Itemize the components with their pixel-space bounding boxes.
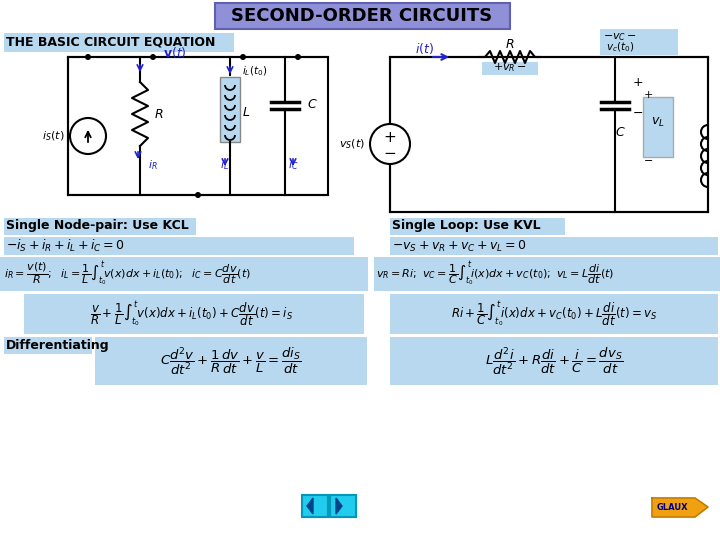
Text: $i_S(t)$: $i_S(t)$ [42,129,64,143]
Text: $v_S(t)$: $v_S(t)$ [339,137,365,151]
Bar [330,495,356,517]
Text: $\mathbf{v}$$(t)$: $\mathbf{v}$$(t)$ [163,45,187,60]
Text: $L\dfrac{d^2i}{dt^2}+R\dfrac{di}{dt}+\dfrac{i}{C}=\dfrac{dv_S}{dt}$: $L\dfrac{d^2i}{dt^2}+R\dfrac{di}{dt}+\df… [485,345,624,377]
Text: $C$: $C$ [615,125,626,138]
Text: $+$: $+$ [384,130,397,145]
Bar [215,3,510,29]
Circle shape [150,54,156,60]
Circle shape [370,124,410,164]
Bar [374,257,720,291]
Text: $C\dfrac{d^2v}{dt^2}+\dfrac{1}{R}\dfrac{dv}{dt}+\dfrac{v}{L}=\dfrac{di_S}{dt}$: $C\dfrac{d^2v}{dt^2}+\dfrac{1}{R}\dfrac{… [160,345,302,377]
Text: $v_R=Ri;\ v_C=\dfrac{1}{C}\int_{t_0}^{t}\!i(x)dx+v_C(t_0);\ v_L=L\dfrac{di}{dt}(: $v_R=Ri;\ v_C=\dfrac{1}{C}\int_{t_0}^{t}… [376,260,614,288]
Text: $-v_C-$: $-v_C-$ [603,31,637,43]
Text: $Ri+\dfrac{1}{C}\int_{t_0}^{t}\!i(x)dx+v_C(t_0)+L\dfrac{di}{dt}(t)=v_S$: $Ri+\dfrac{1}{C}\int_{t_0}^{t}\!i(x)dx+v… [451,299,657,328]
Circle shape [70,118,106,154]
Text: $+$: $+$ [643,90,653,100]
Text: $v_L$: $v_L$ [651,116,665,129]
Bar [482,62,538,75]
Polygon shape [336,498,342,514]
Text: $-v_S+v_R+v_C+v_L=0$: $-v_S+v_R+v_C+v_L=0$ [392,239,526,254]
Bar [390,237,718,255]
Bar [390,337,718,385]
Bar [643,97,673,157]
Text: $+v_R-$: $+v_R-$ [493,62,527,75]
Text: Differentiating: Differentiating [6,339,109,352]
Polygon shape [652,498,708,517]
Text: $i_R=\dfrac{v(t)}{R};\ \ i_L=\dfrac{1}{L}\int_{t_0}^{t}\!v(x)dx+i_L(t_0);\ \ i_C: $i_R=\dfrac{v(t)}{R};\ \ i_L=\dfrac{1}{L… [4,260,251,288]
Text: Single Node-pair: Use KCL: Single Node-pair: Use KCL [6,219,189,233]
Circle shape [240,54,246,60]
Text: Single Loop: Use KVL: Single Loop: Use KVL [392,219,541,233]
Circle shape [295,54,301,60]
Text: $L$: $L$ [242,105,251,118]
Text: $\dfrac{v}{R}+\dfrac{1}{L}\int_{t_0}^{t}\!v(x)dx+i_L(t_0)+C\dfrac{dv}{dt}(t)=i_S: $\dfrac{v}{R}+\dfrac{1}{L}\int_{t_0}^{t}… [91,299,294,328]
Text: $+$: $+$ [632,76,643,89]
Text: GLAUX: GLAUX [656,503,688,512]
Polygon shape [307,498,313,514]
Bar [95,337,367,385]
Bar [302,495,328,517]
Text: THE BASIC CIRCUIT EQUATION: THE BASIC CIRCUIT EQUATION [6,36,215,49]
Bar [220,77,240,142]
Text: $i(t)$: $i(t)$ [415,42,435,57]
Circle shape [195,192,201,198]
Text: $v_c(t_0)$: $v_c(t_0)$ [606,40,634,54]
Bar [4,33,234,52]
Text: $R$: $R$ [505,38,515,51]
Text: $i_C$: $i_C$ [288,158,299,172]
Bar [4,237,354,255]
Text: $-$: $-$ [384,145,397,159]
Bar [4,218,196,235]
Text: $R$: $R$ [154,107,163,120]
Text: $i_L(t_0)$: $i_L(t_0)$ [242,64,267,78]
Bar [4,337,92,354]
Circle shape [85,54,91,60]
Bar [390,218,565,235]
Bar [390,294,718,334]
Bar [390,57,708,212]
Text: SECOND-ORDER CIRCUITS: SECOND-ORDER CIRCUITS [231,7,492,25]
Text: $-$: $-$ [632,105,643,118]
Text: $i_L$: $i_L$ [220,158,229,172]
Bar [68,57,328,195]
Bar [600,29,678,55]
Text: $-$: $-$ [643,154,653,164]
Bar [0,257,368,291]
Text: $i_R$: $i_R$ [148,158,158,172]
Text: $-i_S+i_R+i_L+i_C=0$: $-i_S+i_R+i_L+i_C=0$ [6,238,125,254]
Text: $C$: $C$ [307,98,318,111]
Bar [24,294,364,334]
